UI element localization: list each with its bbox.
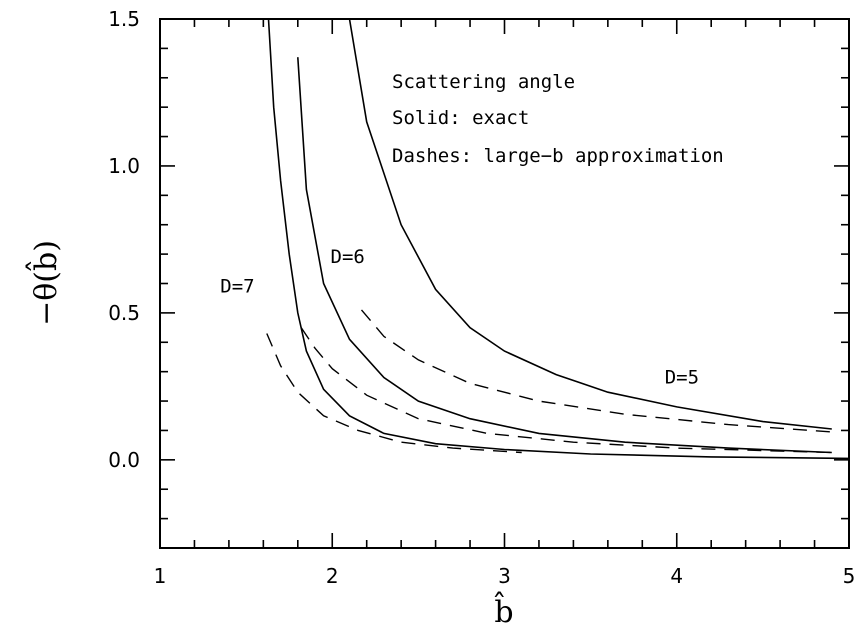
annotation-title: Scattering angle — [392, 71, 575, 93]
y-tick-label: 0.0 — [108, 448, 140, 472]
annotation-solid: Solid: exact — [392, 107, 529, 129]
x-tick-label: 2 — [326, 564, 339, 588]
axis-tick-labels: 1 2 3 4 5 0.0 0.5 1.0 1.5 — [108, 7, 855, 588]
y-axis-label: −θ(b̂) — [25, 240, 64, 326]
data-series — [266, 18, 850, 460]
series-label-d-6: D=6 — [331, 246, 365, 268]
x-tick-label: 1 — [154, 564, 167, 588]
plot-frame — [159, 18, 850, 549]
series-label-d-5: D=5 — [665, 366, 699, 388]
series-d-7-approx — [266, 333, 522, 454]
series-d-6-approx — [300, 327, 832, 454]
y-tick-label: 1.5 — [108, 7, 140, 31]
annotation-dashes: Dashes: large−b approximation — [392, 145, 724, 167]
x-tick-label: 4 — [670, 564, 683, 588]
series-d-5 — [348, 18, 832, 430]
y-tick-label: 1.0 — [108, 154, 140, 178]
legend-annotations: Scattering angle Solid: exact Dashes: la… — [392, 71, 724, 167]
x-tick-label: 5 — [843, 564, 856, 588]
series-d-5-approx — [360, 309, 832, 433]
series-labels: D=7 D=6 D=5 — [220, 246, 699, 388]
x-axis-label: b̂ — [494, 591, 514, 630]
series-label-d-7: D=7 — [220, 275, 254, 297]
x-tick-label: 3 — [498, 564, 511, 588]
y-tick-label: 0.5 — [108, 301, 140, 325]
series-d-6 — [297, 57, 832, 454]
series-d-7 — [267, 18, 850, 460]
axis-ticks — [159, 18, 850, 549]
